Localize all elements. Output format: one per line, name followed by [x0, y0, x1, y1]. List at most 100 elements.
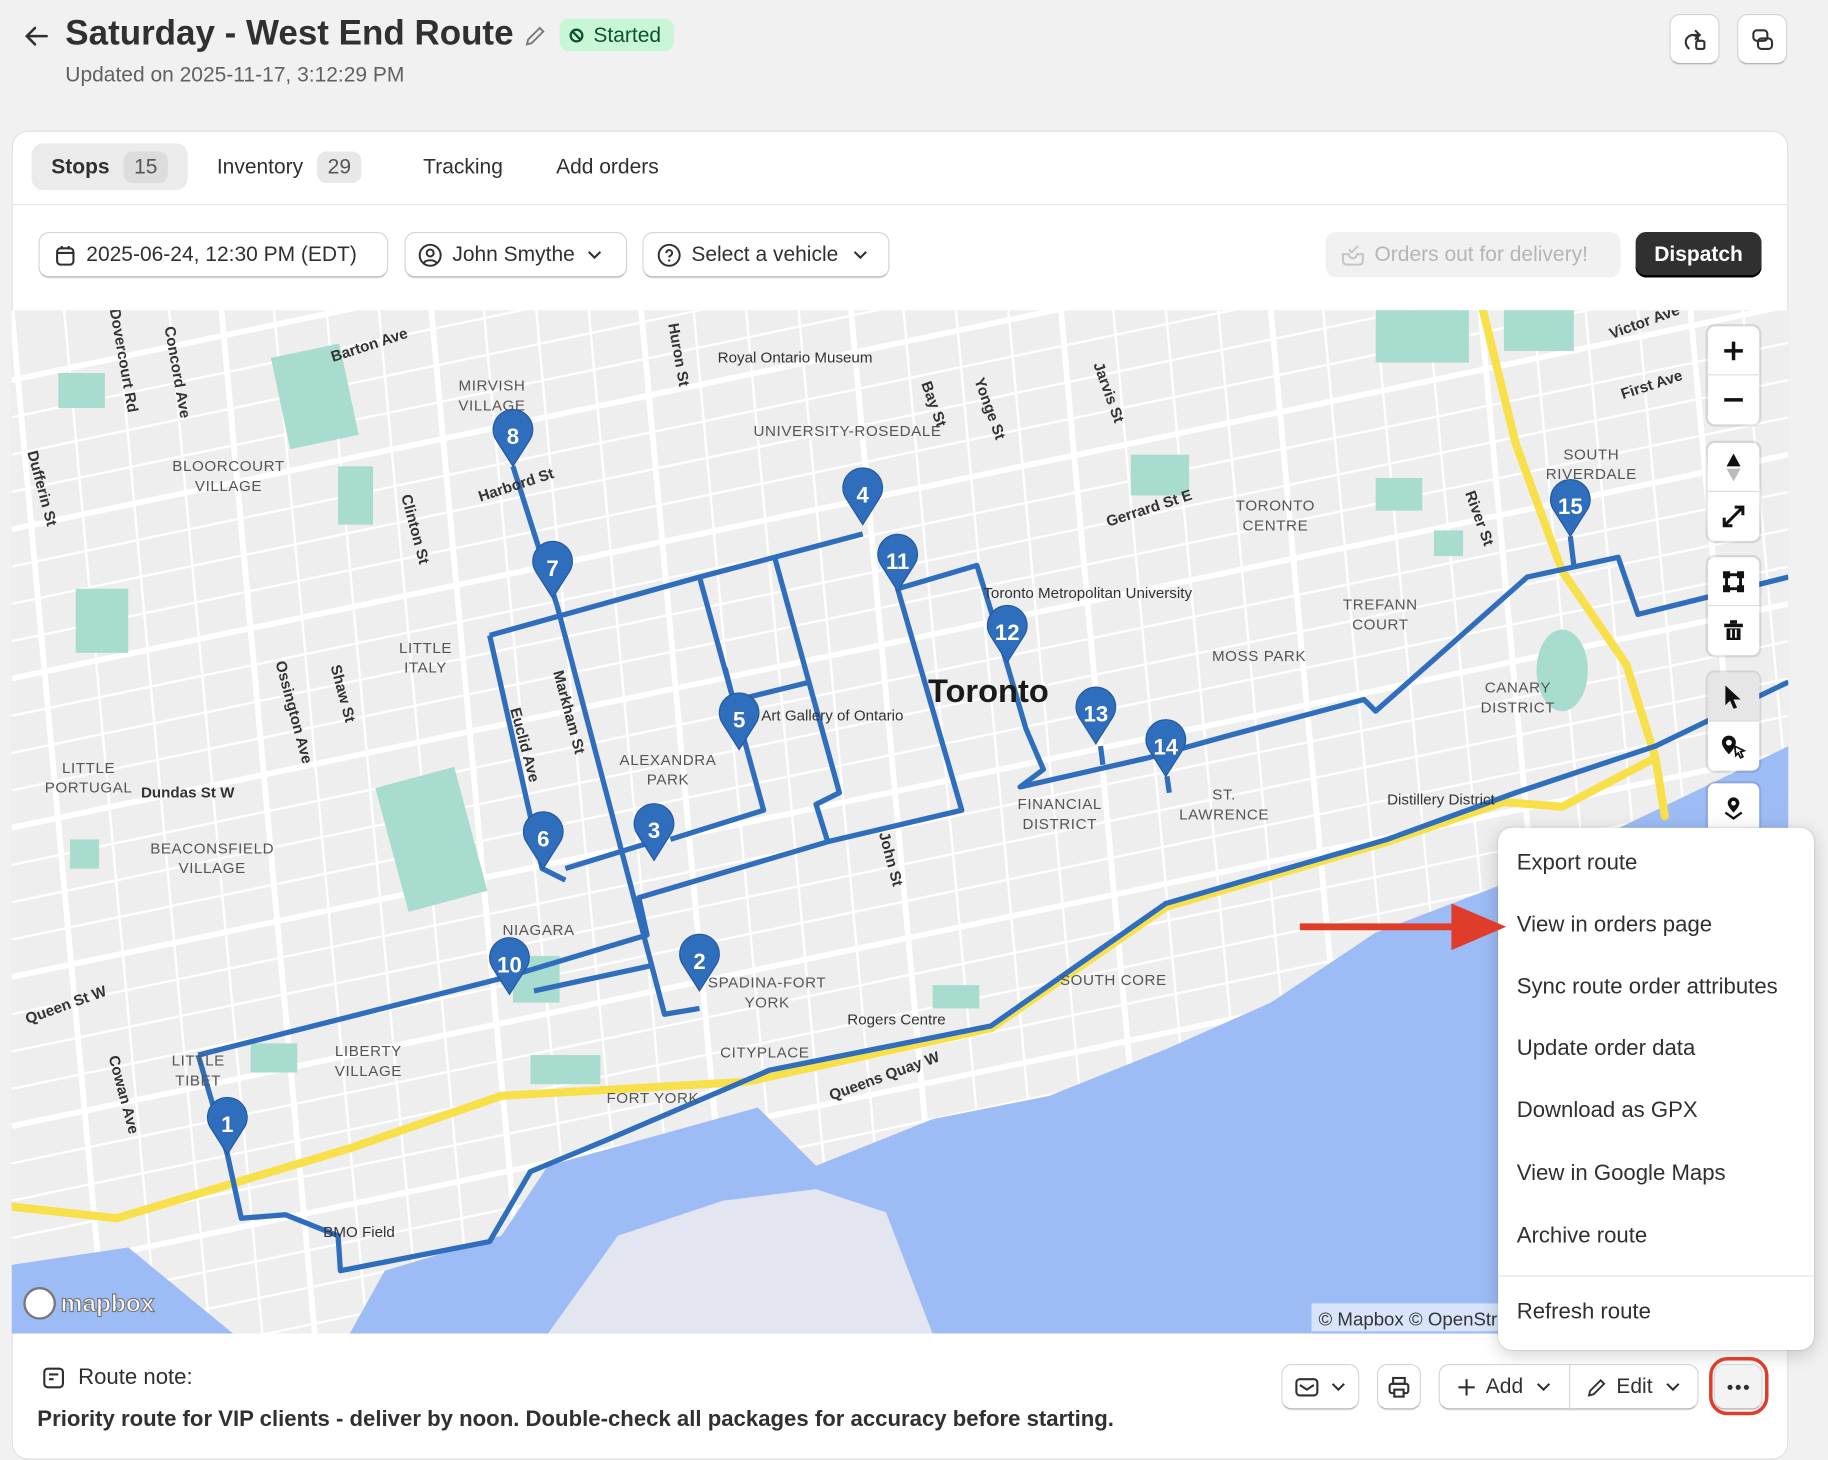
select-mode-button[interactable] — [1707, 672, 1760, 722]
route-note-label: Route note: — [78, 1365, 193, 1390]
stop-marker-2[interactable]: 2 — [679, 933, 720, 993]
map-label: FORT YORK — [606, 1090, 699, 1107]
tab-count: 15 — [123, 150, 168, 183]
dispatch-button[interactable]: Dispatch — [1635, 231, 1762, 278]
stop-marker-3[interactable]: 3 — [633, 803, 675, 862]
menu-item-refresh-route[interactable]: Refresh route — [1516, 1299, 1651, 1325]
back-arrow-icon[interactable] — [21, 21, 51, 51]
zoom-in-button[interactable] — [1707, 326, 1760, 376]
more-actions-menu: Export route View in orders page Sync ro… — [1498, 827, 1814, 1350]
link-button[interactable] — [1737, 13, 1788, 65]
menu-item-archive-route[interactable]: Archive route — [1516, 1224, 1648, 1249]
map-label: Dundas St W — [141, 784, 235, 801]
email-menu-button[interactable] — [1281, 1363, 1360, 1410]
stop-marker-1[interactable]: 1 — [206, 1096, 248, 1156]
pin-cursor-icon — [1720, 733, 1748, 759]
stop-number: 8 — [507, 424, 519, 449]
date-value: 2025-06-24, 12:30 PM (EDT) — [86, 242, 357, 266]
locate-button[interactable] — [1708, 783, 1759, 827]
menu-item-view-in-orders-page[interactable]: View in orders page — [1516, 912, 1713, 938]
tab-add-orders[interactable]: Add orders — [540, 145, 675, 189]
tab-stops[interactable]: Stops 15 — [31, 143, 188, 191]
zoom-controls — [1707, 326, 1760, 425]
menu-item-export-route[interactable]: Export route — [1516, 851, 1638, 876]
stop-marker-6[interactable]: 6 — [522, 811, 564, 870]
zoom-out-button[interactable] — [1708, 375, 1759, 424]
stop-marker-7[interactable]: 7 — [532, 540, 573, 600]
stop-marker-12[interactable]: 12 — [986, 604, 1028, 664]
map-label: NIAGARA — [502, 922, 575, 939]
stop-marker-10[interactable]: 10 — [489, 937, 530, 996]
stop-marker-11[interactable]: 11 — [877, 533, 919, 593]
compass-button[interactable] — [1707, 443, 1760, 492]
stop-marker-4[interactable]: 4 — [842, 467, 884, 526]
map-label: SOUTH RIVERDALE — [1546, 446, 1637, 483]
stop-number: 1 — [221, 1112, 233, 1137]
location-controls — [1707, 783, 1760, 828]
vehicle-select[interactable]: Select a vehicle — [642, 231, 890, 278]
stop-number: 7 — [546, 556, 558, 581]
map-label: Art Gallery of Ontario — [761, 707, 903, 724]
attribution-bg — [1311, 1303, 1510, 1332]
polygon-icon — [1722, 569, 1745, 592]
tab-label: Tracking — [423, 154, 503, 178]
stop-marker-8[interactable]: 8 — [492, 409, 534, 468]
map-label: CITYPLACE — [720, 1044, 809, 1061]
menu-item-download-gpx[interactable]: Download as GPX — [1516, 1098, 1698, 1123]
status-badge: Started — [559, 18, 674, 52]
annotation-circle — [1709, 1356, 1769, 1416]
mapbox-wordmark: mapbox — [61, 1291, 155, 1318]
edit-button[interactable]: Edit — [1569, 1363, 1699, 1410]
stop-number: 11 — [886, 549, 909, 574]
orders-out-button: Orders out for delivery! — [1325, 231, 1621, 278]
stop-number: 3 — [648, 818, 660, 843]
ellipsis-icon — [1727, 1383, 1750, 1390]
stop-marker-15[interactable]: 15 — [1549, 478, 1591, 538]
tab-tracking[interactable]: Tracking — [407, 145, 519, 189]
note-icon — [41, 1365, 67, 1391]
stop-marker-14[interactable]: 14 — [1145, 719, 1187, 778]
stop-number: 12 — [995, 620, 1020, 645]
trash-icon — [1722, 619, 1745, 642]
updated-timestamp: Updated on 2025-11-17, 3:12:29 PM — [65, 62, 405, 87]
map-label: MOSS PARK — [1212, 648, 1306, 665]
orders-out-label: Orders out for delivery! — [1374, 242, 1588, 266]
lake-ontario — [11, 746, 1789, 1334]
driver-select[interactable]: John Smythe — [404, 231, 628, 278]
pencil-icon — [1587, 1376, 1608, 1397]
select-stops-button[interactable] — [1708, 722, 1759, 771]
map-label: BMO Field — [323, 1224, 395, 1241]
started-icon — [569, 27, 584, 42]
driver-value: John Smythe — [452, 242, 575, 266]
map-label: Distillery District — [1387, 791, 1495, 808]
share-location-icon — [1682, 26, 1708, 52]
pencil-icon[interactable] — [521, 22, 549, 50]
expand-icon — [1721, 504, 1747, 530]
stop-number: 6 — [537, 826, 549, 851]
mapbox-logo: mapbox — [23, 1287, 155, 1320]
stop-marker-13[interactable]: 13 — [1075, 686, 1117, 745]
map-label: BLOORCOURT VILLAGE — [172, 458, 284, 495]
menu-item-update-order-data[interactable]: Update order data — [1516, 1036, 1696, 1061]
question-circle-icon — [656, 242, 682, 268]
share-button[interactable] — [1669, 13, 1720, 65]
duplicate-icon — [1749, 26, 1775, 52]
map-label: LITTLE PORTUGAL — [45, 760, 133, 797]
add-button[interactable]: Add — [1438, 1363, 1571, 1410]
map-label: FINANCIAL DISTRICT — [1018, 796, 1102, 833]
menu-item-view-google-maps[interactable]: View in Google Maps — [1516, 1161, 1726, 1186]
chevron-down-icon — [586, 249, 602, 261]
map-pin-icon — [1721, 795, 1747, 821]
select-controls — [1707, 672, 1760, 771]
delete-shape-button[interactable] — [1708, 606, 1759, 655]
fullscreen-button[interactable] — [1708, 492, 1759, 541]
menu-item-sync-route-order-attributes[interactable]: Sync route order attributes — [1516, 974, 1778, 1000]
stop-marker-5[interactable]: 5 — [718, 692, 760, 751]
tab-inventory[interactable]: Inventory 29 — [201, 145, 378, 189]
print-button[interactable] — [1376, 1363, 1422, 1410]
vehicle-value: Select a vehicle — [691, 242, 839, 266]
tab-label: Inventory — [216, 154, 304, 178]
draw-polygon-button[interactable] — [1707, 557, 1760, 607]
date-picker[interactable]: 2025-06-24, 12:30 PM (EDT) — [38, 231, 389, 278]
